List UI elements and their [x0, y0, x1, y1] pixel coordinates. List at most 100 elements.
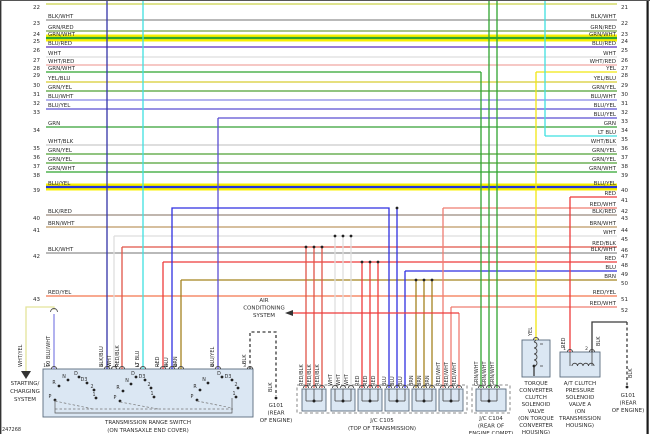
wire-label-right: BLU/WHT	[591, 94, 617, 100]
pin-connector-icon	[103, 366, 111, 370]
wire-number-left: 42	[33, 254, 40, 260]
at-clutch-solenoid-label: VALVE A	[569, 402, 592, 408]
pin-connector-icon	[214, 366, 222, 370]
pin-number: 5	[107, 363, 110, 369]
switch-position-dash	[119, 401, 159, 410]
wire-label-vertical: 10 BLU/WHT	[46, 335, 52, 367]
junction-dot	[206, 381, 210, 385]
switch-contact-label: D	[131, 371, 135, 377]
jc-c105-junction	[296, 384, 468, 414]
wire-label-right: WHT/RED	[590, 59, 616, 65]
junction-dot	[234, 395, 238, 399]
wire-number-left: 36	[33, 155, 40, 161]
junction-dot	[230, 378, 234, 382]
pin-connector-icon	[393, 385, 401, 389]
junction-dot	[341, 399, 345, 403]
wire-number-right: 30	[621, 92, 628, 98]
wire-label-vertical: BLK	[596, 336, 602, 346]
wire-label-left: GRN/WHT	[48, 66, 76, 72]
air-conditioning-arrow	[285, 310, 293, 316]
switch-contact-label: P	[114, 395, 117, 401]
splice-icon	[50, 308, 58, 313]
wire-label-vertical: BLU	[390, 376, 396, 386]
wire-number-right: 50	[621, 281, 628, 287]
switch-contact-label: P	[49, 394, 52, 400]
junction-dot	[333, 234, 337, 238]
junction-dot	[94, 396, 98, 400]
transmission-range-switch-label: (ON TRANSAXLE END COVER)	[107, 428, 188, 434]
wire-label-left: BLK/RED	[48, 209, 72, 215]
wire-number-left: 35	[33, 146, 40, 152]
junction-dot	[236, 386, 240, 390]
wire-label-left: WHT	[48, 51, 62, 57]
wire-number-right: 28	[621, 73, 628, 79]
wire-label-right: YEL	[605, 66, 617, 72]
wire-label-left: BLU/YEL	[48, 103, 71, 109]
pin-connector-icon	[428, 385, 436, 389]
junction-dot	[487, 399, 491, 403]
wire-number-right: 26	[621, 58, 628, 64]
wire-label-left: BRN/WHT	[48, 221, 75, 227]
wire-label-left: BLK/WHT	[48, 247, 74, 253]
pin-connector-icon	[420, 385, 428, 389]
wire-label-vertical: BLU	[382, 376, 388, 386]
jc-c105-label: J/C C105	[369, 418, 394, 424]
junction-dot	[395, 206, 399, 210]
wire-number-left: 25	[33, 39, 40, 45]
wire-label-vertical: RED/WHT	[444, 361, 450, 386]
wire-BLK	[591, 321, 627, 352]
wire-label-vertical: GRN/WHT	[482, 361, 488, 386]
wire-label-right: RED	[604, 191, 616, 197]
wire-label-vertical: BLK	[242, 354, 248, 364]
wire-number-right: 37	[621, 155, 628, 161]
wire-label-right: GRN/RED	[590, 25, 616, 31]
wire-label-left: GRN/YEL	[48, 148, 73, 154]
wire-label-left: GRN/YEL	[48, 85, 73, 91]
starting-charging-system-label: CHARGING	[10, 389, 40, 395]
wire-number-left: 34	[33, 128, 40, 134]
wire-label-right: RED/BLK	[592, 241, 616, 247]
wire-label-vertical: GRN/WHT	[490, 361, 496, 386]
junction-dot	[360, 260, 364, 264]
junction-dot	[220, 375, 224, 379]
pin-connector-icon	[339, 385, 347, 389]
jc-c104-label: J/C C104	[478, 416, 503, 422]
at-clutch-solenoid-label: A/T CLUTCH	[564, 381, 596, 387]
junction-dot	[92, 388, 96, 392]
wire-label-right: BLK/WHT	[591, 14, 617, 20]
torque-converter-solenoid-label: VALVE	[528, 409, 545, 415]
switch-contact-label: N	[202, 377, 206, 383]
wire-label-vertical: BRN	[173, 356, 179, 367]
wire-label-right: BRN/WHT	[590, 221, 617, 227]
torque-converter-solenoid-label: CONVERTER	[519, 423, 553, 429]
wire-label-left: WHT/BLK	[48, 139, 74, 145]
g101-right-label: (REAR	[619, 401, 636, 407]
wire-label-right: WHT	[603, 230, 617, 236]
wire-number-left: 41	[33, 228, 40, 234]
wire-label-left: BLU/WHT	[48, 94, 74, 100]
starting-charging-arrow	[21, 371, 31, 379]
junction-dot	[341, 234, 345, 238]
pin-connector-icon	[366, 385, 374, 389]
wire-label-right: LT BLU	[598, 130, 616, 136]
torque-converter-solenoid-label: SOLENOID	[522, 402, 551, 408]
junction-dot	[143, 378, 147, 382]
wire-number-left: 23	[33, 21, 40, 27]
wire-number-left: 22	[33, 5, 40, 11]
wire-label-vertical: RED/BLK	[315, 364, 321, 386]
wire-label-vertical: BLK/BLU	[99, 346, 105, 367]
pin-connector-icon	[493, 385, 501, 389]
wire-label-vertical: BLK	[268, 382, 274, 392]
coil-icon	[571, 362, 595, 367]
junction-dot	[134, 375, 138, 379]
air-conditioning-system-label: AIR	[259, 298, 268, 304]
wire-number-right: 22	[621, 21, 628, 27]
wire-label-right: BLU/YEL	[594, 181, 617, 187]
wire-number-left: 33	[33, 110, 40, 116]
g101-left-label: OF ENGINE)	[260, 418, 292, 424]
wire-label-left: BLK/WHT	[48, 14, 74, 20]
wire-number-right: 43	[621, 216, 628, 222]
frame-left-edge	[0, 0, 2, 434]
pin-connector-icon	[331, 385, 339, 389]
